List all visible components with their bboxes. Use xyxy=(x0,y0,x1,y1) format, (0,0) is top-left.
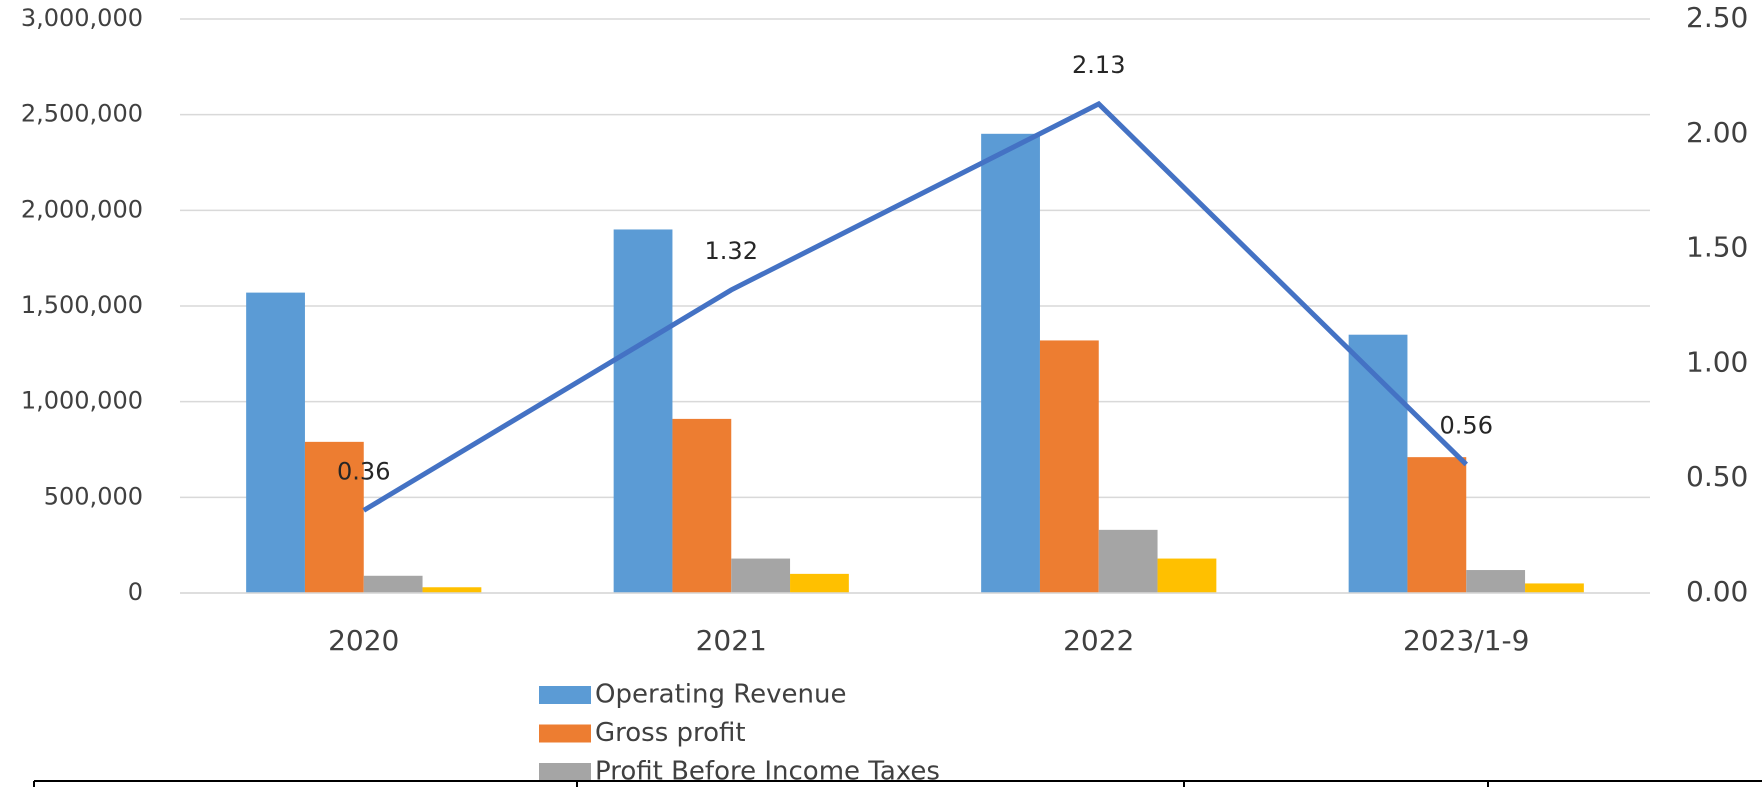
bar xyxy=(672,418,732,593)
legend-label: Operating Revenue xyxy=(595,680,846,710)
bar xyxy=(422,587,482,593)
bar xyxy=(1525,583,1584,593)
legend-swatch xyxy=(539,686,591,704)
bar xyxy=(1348,334,1408,593)
data-label: 0.36 xyxy=(337,457,390,485)
line xyxy=(362,100,1469,513)
bar xyxy=(1466,570,1526,593)
y2-tick-label: 0.00 xyxy=(1686,575,1748,608)
y-tick-label: 2,500,000 xyxy=(21,100,143,128)
bar xyxy=(363,575,423,593)
data-label: 2.13 xyxy=(1072,51,1125,79)
y-tick-label: 1,000,000 xyxy=(21,387,143,415)
y-tick-label: 2,000,000 xyxy=(21,195,143,223)
bar xyxy=(1407,457,1467,593)
bar xyxy=(613,229,673,593)
x-tick-label: 2022 xyxy=(1063,624,1134,657)
cover xyxy=(0,781,1762,787)
y2-tick-label: 2.50 xyxy=(1686,1,1748,34)
bar xyxy=(1039,340,1099,593)
data-label: 0.56 xyxy=(1440,411,1493,439)
bar xyxy=(731,558,791,593)
legend-swatch xyxy=(539,763,591,781)
y-tick-label: 1,500,000 xyxy=(21,291,143,319)
y-tick-label: 3,000,000 xyxy=(21,4,143,32)
y-tick-label: 500,000 xyxy=(44,482,143,510)
bar xyxy=(790,573,849,593)
x-tick-label: 2020 xyxy=(328,624,399,657)
legend-swatch xyxy=(539,724,591,743)
y2-tick-label: 2.00 xyxy=(1686,116,1748,149)
bar xyxy=(981,133,1040,594)
y2-tick-label: 0.50 xyxy=(1686,460,1748,493)
y2-tick-label: 1.50 xyxy=(1686,231,1748,264)
bar xyxy=(304,441,364,593)
x-tick-label: 2023/1-9 xyxy=(1403,624,1529,657)
data-label: 1.32 xyxy=(705,237,758,265)
y-tick-label: 0 xyxy=(128,578,143,606)
y2-tick-label: 1.00 xyxy=(1686,345,1748,378)
bar xyxy=(1098,529,1158,593)
legend-label: Gross profit xyxy=(595,718,746,748)
bar xyxy=(246,292,305,593)
bar xyxy=(1157,558,1217,593)
x-tick-label: 2021 xyxy=(696,624,767,657)
